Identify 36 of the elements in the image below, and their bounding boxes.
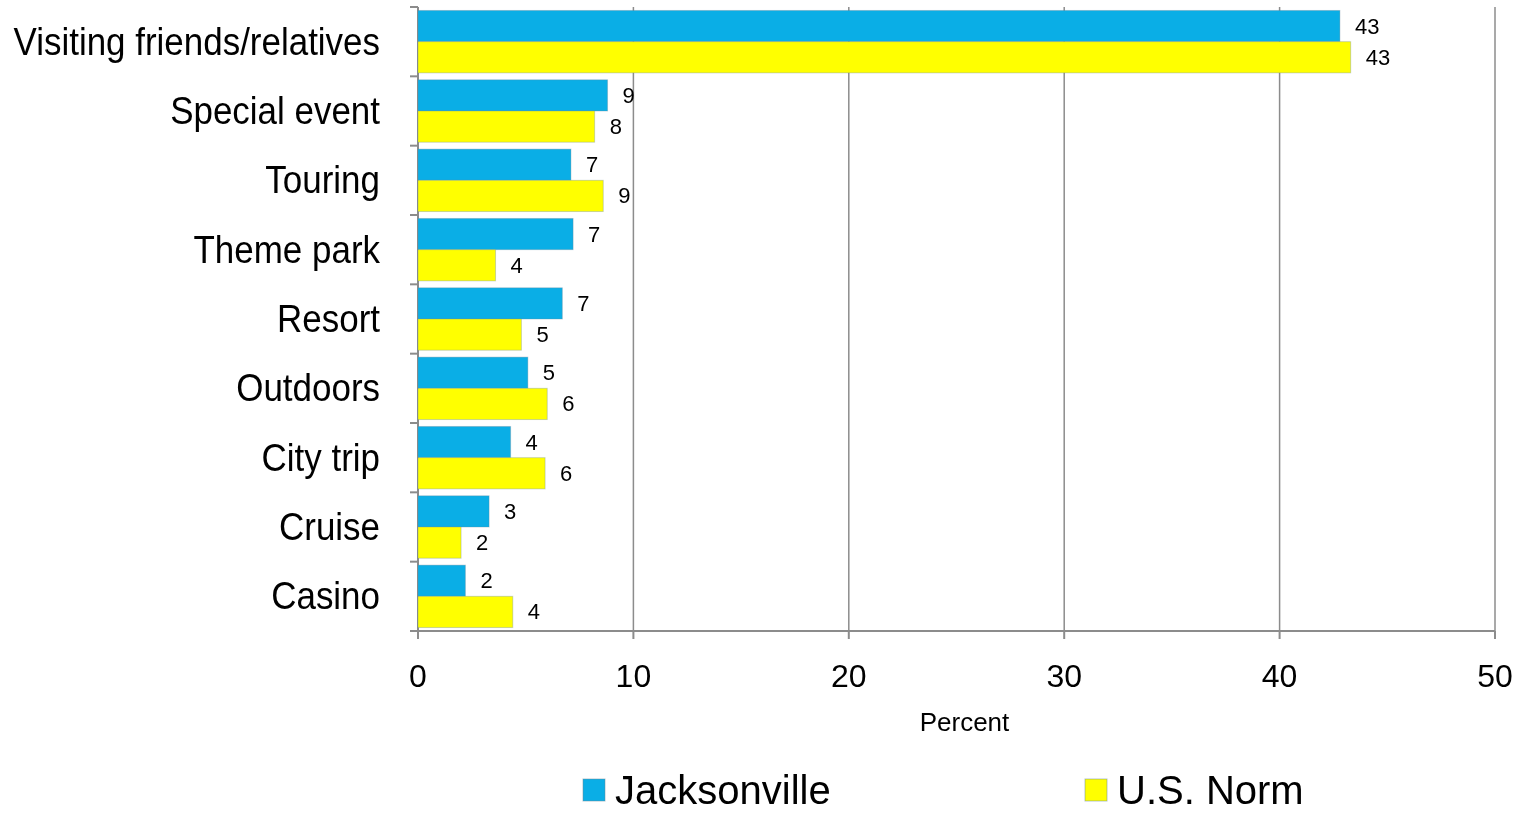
y-tick-label: Special event [170,89,380,133]
y-tick-label: Casino [271,575,380,618]
y-tick-label: Outdoors [236,367,380,410]
x-tick-label: 50 [1477,658,1513,694]
data-label: 2 [476,530,489,556]
data-label: 2 [480,568,493,594]
data-label: 43 [1365,44,1391,70]
y-tick-label: Touring [265,159,380,202]
y-tick-label: Cruise [279,505,380,549]
data-label: 5 [536,322,549,348]
data-label: 4 [510,252,523,278]
y-tick-label: Resort [277,297,380,341]
data-label: 6 [560,460,573,486]
data-label: 6 [562,391,575,417]
x-tick-label: 0 [409,658,427,694]
data-label: 43 [1354,13,1380,39]
data-label: 5 [542,360,556,386]
y-tick-label: Theme park [193,228,381,271]
x-tick-label: 40 [1261,658,1298,694]
legend-label: U.S. Norm [1117,768,1304,812]
x-tick-label: 30 [1046,658,1082,694]
y-tick-label: City trip [261,436,380,479]
data-label: 7 [588,221,601,247]
x-axis-title: Percent [919,707,1011,737]
y-tick-label: Visiting friends/relatives [13,20,380,63]
data-label: 8 [609,114,622,140]
data-label: 4 [527,599,541,625]
data-label: 4 [525,429,538,455]
x-tick-label: 20 [831,658,867,694]
data-label: 9 [622,82,635,108]
data-label: 9 [618,183,631,209]
data-label: 3 [504,498,517,524]
data-label: 7 [585,152,599,178]
legend-label: Jacksonville [615,768,831,812]
data-label: 7 [577,290,590,316]
x-tick-label: 10 [615,658,652,694]
